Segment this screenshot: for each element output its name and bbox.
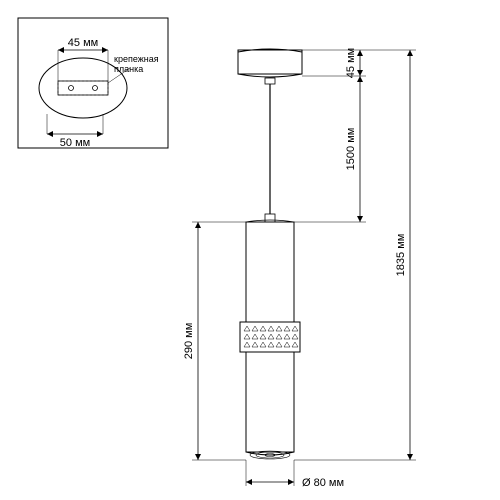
svg-text:планка: планка	[114, 64, 143, 74]
svg-text:50 мм: 50 мм	[60, 137, 90, 149]
svg-text:45 мм: 45 мм	[68, 37, 98, 49]
svg-text:45 мм: 45 мм	[345, 48, 357, 78]
svg-text:1835 мм: 1835 мм	[395, 234, 407, 277]
svg-text:крепежная: крепежная	[114, 54, 159, 64]
svg-text:1500 мм: 1500 мм	[345, 128, 357, 171]
technical-drawing: 45 мм крепежнаяпланка 50 мм 45 мм 1500 мм 183…	[0, 0, 500, 500]
svg-text:Ø 80 мм: Ø 80 мм	[302, 477, 344, 489]
svg-text:290 мм: 290 мм	[183, 323, 195, 360]
